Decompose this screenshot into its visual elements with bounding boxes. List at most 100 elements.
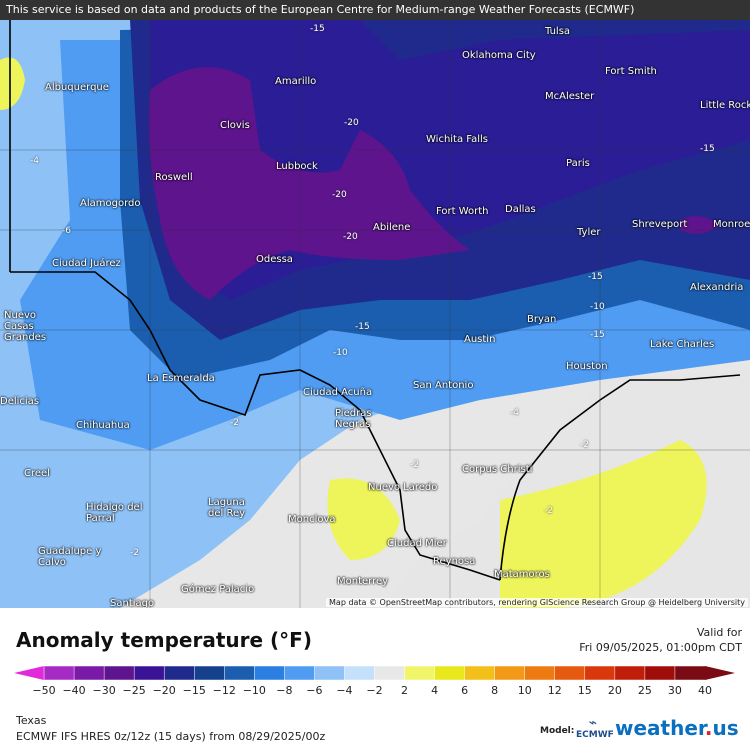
scale-bin [494, 665, 526, 681]
scale-bin [103, 665, 135, 681]
contour-label: -2 [130, 548, 139, 558]
city-label: Nuevo Laredo [368, 482, 438, 493]
scale-label: 20 [608, 684, 622, 697]
scale-label: −50 [32, 684, 55, 697]
city-label: Lake Charles [650, 339, 715, 350]
scale-label: −20 [153, 684, 176, 697]
city-label: Corpus Christi [462, 464, 533, 475]
contour-label: -15 [355, 322, 370, 332]
city-label: Fort Smith [605, 66, 657, 77]
scale-arrow-left [14, 666, 45, 680]
scale-bin [524, 665, 556, 681]
city-label: Roswell [155, 172, 193, 183]
city-label: Shreveport [632, 219, 688, 230]
scale-label: −15 [183, 684, 206, 697]
scale-label: −8 [276, 684, 292, 697]
city-label: Guadalupe y Calvo [38, 546, 102, 568]
contour-label: -2 [230, 418, 239, 428]
scale-bin [284, 665, 316, 681]
scale-bin [254, 665, 286, 681]
scale-label: −12 [213, 684, 236, 697]
scale-bin [194, 665, 226, 681]
ecmwf-icon: ⌁ [588, 715, 598, 731]
anomaly-region [500, 440, 707, 608]
city-label: Clovis [220, 120, 250, 131]
contour-label: -15 [700, 144, 715, 154]
contour-label: -10 [590, 302, 605, 312]
scale-bin [73, 665, 105, 681]
city-label: Monterrey [337, 576, 389, 587]
city-label: Odessa [256, 254, 293, 265]
contour-label: -2 [580, 440, 589, 450]
contour-label: -10 [333, 348, 348, 358]
map-attribution: Map data © OpenStreetMap contributors, r… [326, 598, 748, 607]
city-label: Nuevo Casas Grandes [4, 310, 47, 343]
city-label: Gómez Palacio [181, 584, 255, 595]
city-label: Fort Worth [436, 206, 489, 217]
scale-bin [133, 665, 165, 681]
contour-label: -20 [332, 190, 347, 200]
city-label: McAlester [545, 91, 595, 102]
scale-label: 40 [698, 684, 712, 697]
city-label: Paris [566, 158, 590, 169]
scale-bin [614, 665, 646, 681]
city-label: Dallas [505, 204, 536, 215]
city-label: Houston [566, 361, 608, 372]
anomaly-region [0, 57, 25, 110]
contour-label: -4 [510, 408, 519, 418]
scale-label: −40 [62, 684, 85, 697]
scale-bin [464, 665, 496, 681]
scale-label: 30 [668, 684, 682, 697]
anomaly-region [148, 67, 470, 300]
scale-label: 2 [401, 684, 408, 697]
scale-bin [374, 665, 406, 681]
scale-label: 4 [431, 684, 438, 697]
scale-bin [554, 665, 586, 681]
contour-label: -15 [590, 330, 605, 340]
map-view[interactable]: This service is based on data and produc… [0, 0, 750, 608]
city-label: Little Rock [700, 100, 750, 111]
contour-label: -15 [588, 272, 603, 282]
city-label: Albuquerque [45, 82, 109, 93]
ecmwf-logo: ⌁ ECMWF [576, 715, 614, 740]
scale-label: 6 [461, 684, 468, 697]
city-label: Laguna del Rey [208, 497, 246, 519]
city-label: La Esmeralda [147, 373, 215, 384]
model-label: Model: [540, 726, 575, 736]
scale-label: −4 [336, 684, 352, 697]
city-label: Alexandria [690, 282, 744, 293]
scale-bin [674, 665, 706, 681]
city-label: Ciudad Acuña [303, 387, 373, 398]
valid-label: Valid for [696, 626, 742, 639]
legend-panel: Anomaly temperature (°F) Valid for Fri 0… [0, 608, 750, 750]
scale-label: −25 [123, 684, 146, 697]
city-label: Hidalgo del Parral [86, 502, 143, 524]
city-label: Ciudad Mier [387, 538, 447, 549]
scale-label: −2 [366, 684, 382, 697]
city-label: Reynosa [433, 556, 476, 567]
model-run-info: ECMWF IFS HRES 0z/12z (15 days) from 08/… [16, 730, 326, 743]
brand-dot: . [704, 716, 713, 740]
scale-bin [344, 665, 376, 681]
city-label: Alamogordo [80, 198, 141, 209]
city-label: Delicias [0, 396, 40, 407]
brand-tld: us [712, 716, 739, 740]
contour-label: -20 [344, 118, 359, 128]
city-label: Santiago [110, 598, 155, 608]
contour-label: -20 [343, 232, 358, 242]
legend-title: Anomaly temperature (°F) [16, 628, 312, 652]
city-label: Creel [24, 468, 50, 479]
scale-bin [404, 665, 436, 681]
scale-bin [644, 665, 676, 681]
weather-us-logo[interactable]: weather.us [615, 716, 739, 740]
city-label: Abilene [373, 222, 411, 233]
scale-label: −10 [243, 684, 266, 697]
scale-bin [314, 665, 346, 681]
scale-bin [163, 665, 195, 681]
city-label: Austin [464, 334, 496, 345]
contour-label: -2 [544, 506, 553, 516]
city-label: Piedras Negras [335, 408, 372, 430]
contour-label: -2 [410, 460, 419, 470]
ecmwf-notice: This service is based on data and produc… [0, 0, 750, 20]
city-label: Bryan [527, 314, 557, 325]
